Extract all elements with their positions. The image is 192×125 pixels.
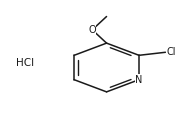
Text: N: N [135,75,143,85]
Text: Cl: Cl [166,47,176,57]
Text: O: O [89,25,96,35]
Text: HCl: HCl [16,58,34,68]
